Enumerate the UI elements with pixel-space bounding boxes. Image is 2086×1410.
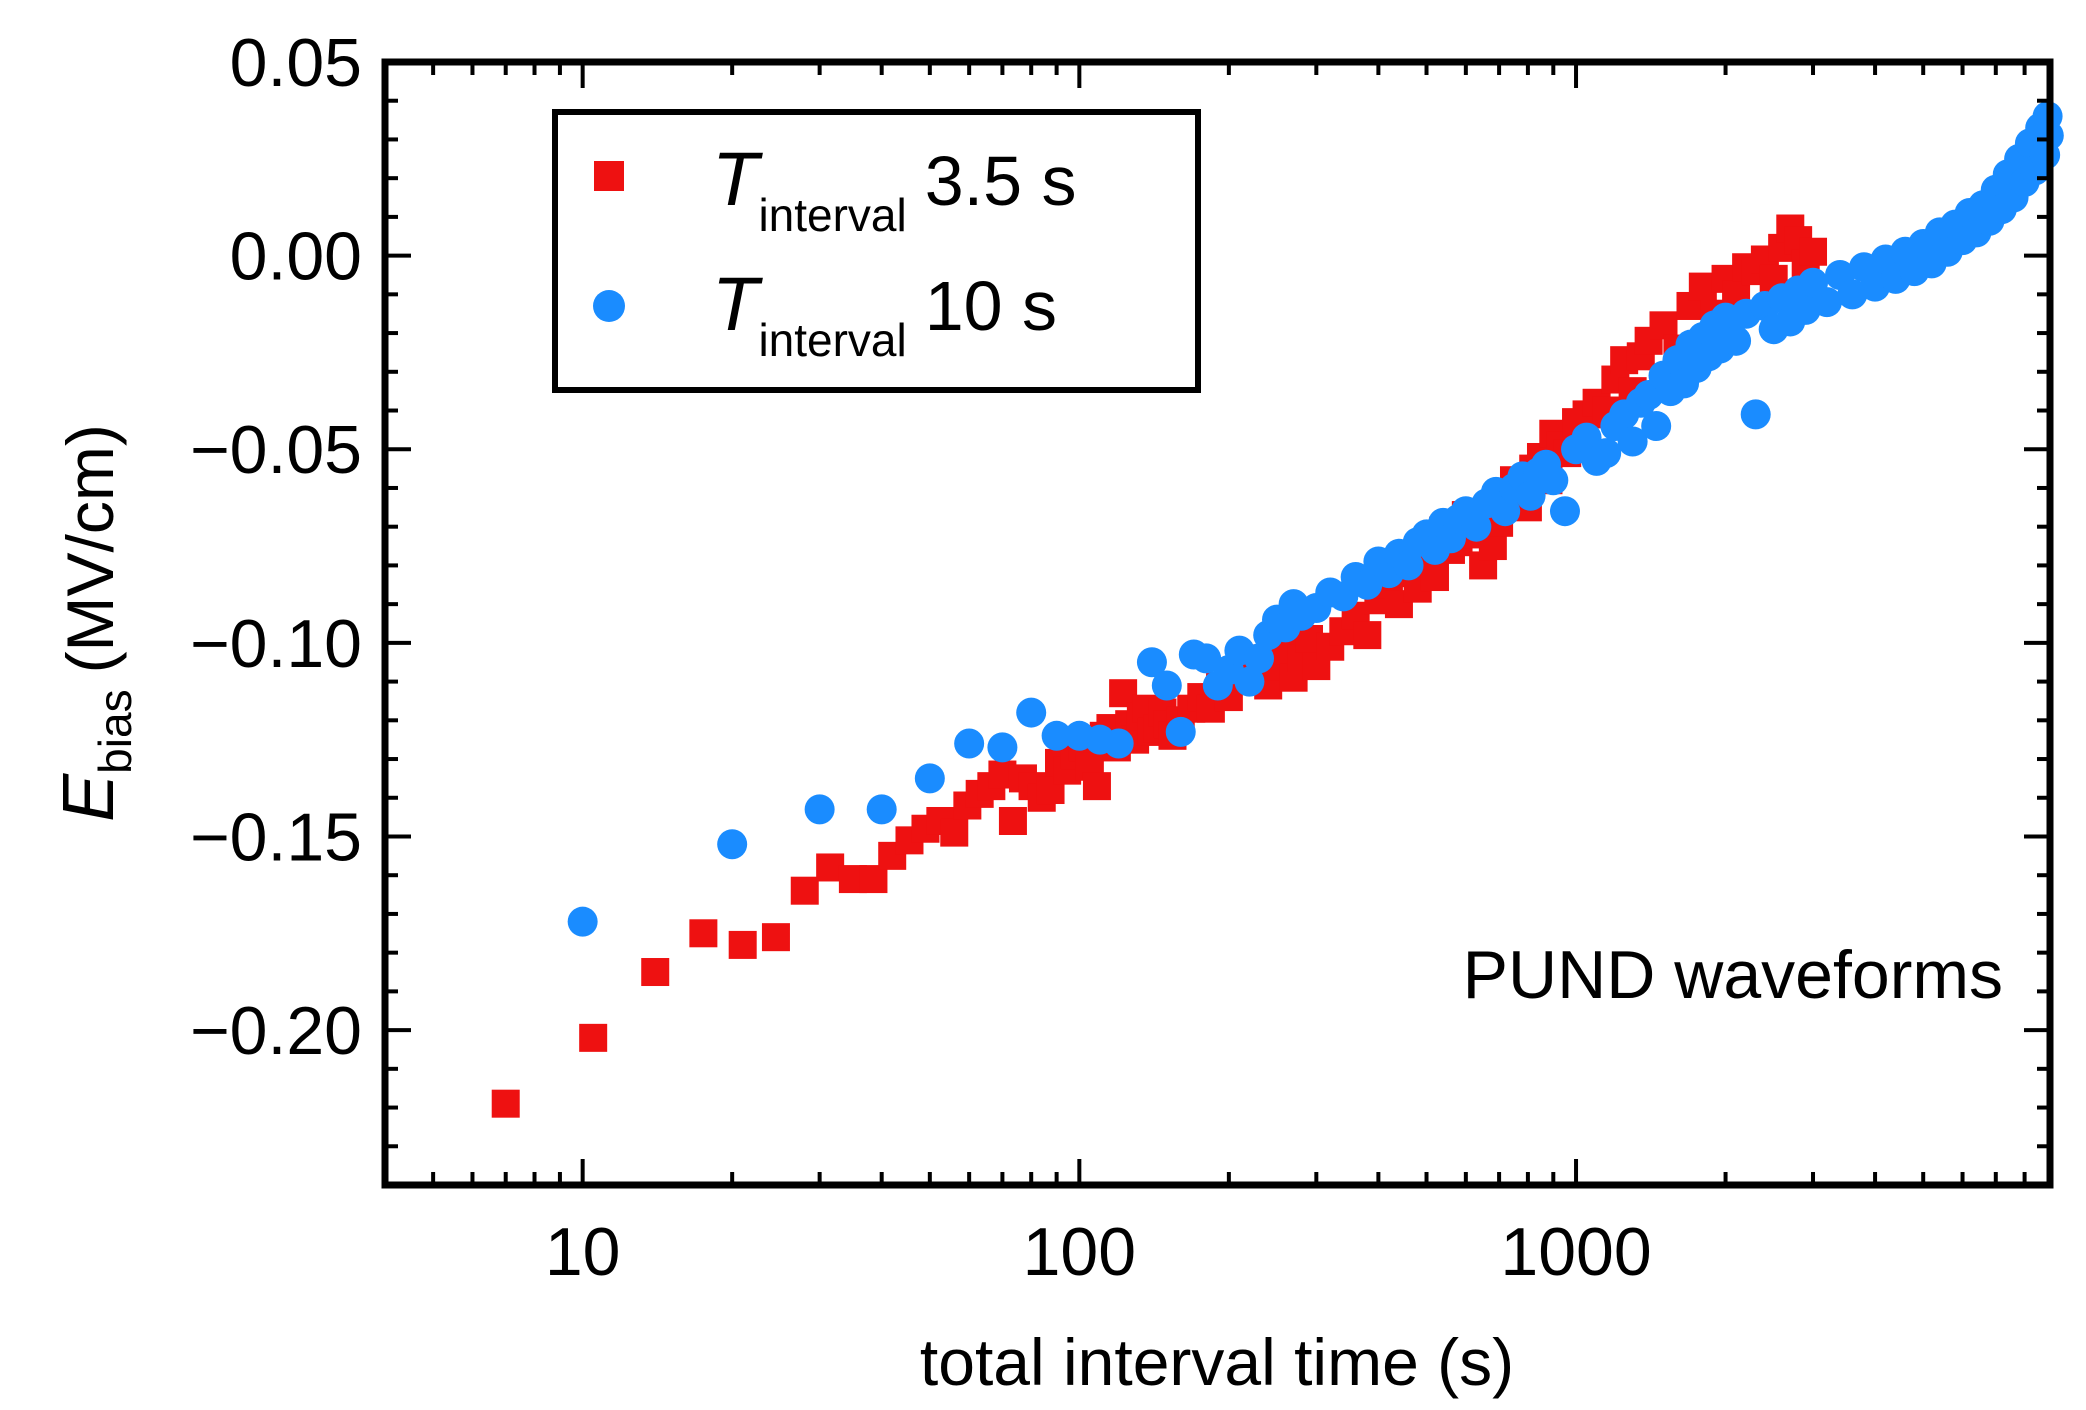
data-point-circle <box>1244 643 1275 674</box>
data-point-circle <box>1641 411 1672 442</box>
data-point-circle <box>567 906 598 937</box>
data-point-circle <box>1549 496 1580 527</box>
data-point-square <box>790 876 819 905</box>
data-point-circle <box>1490 496 1521 527</box>
data-point-circle <box>1515 480 1546 511</box>
data-point-circle <box>987 732 1018 763</box>
data-point-circle <box>1837 279 1868 310</box>
y-tick-label: −0.15 <box>190 799 362 875</box>
data-point-square <box>998 806 1027 835</box>
data-point-square <box>491 1089 520 1118</box>
data-point-circle <box>1591 438 1622 469</box>
data-point-circle <box>1740 399 1771 430</box>
x-tick-label: 100 <box>1023 1214 1136 1290</box>
legend-box <box>552 109 1201 393</box>
y-tick-label: −0.20 <box>190 993 362 1069</box>
x-axis-title: total interval time (s) <box>920 1325 1514 1399</box>
data-point-circle <box>1721 325 1752 356</box>
data-point-square <box>641 958 670 987</box>
y-axis-subscript: bias <box>89 689 141 773</box>
legend-symbol: T <box>712 262 763 347</box>
series-layer <box>491 101 2064 1118</box>
data-point-circle <box>1234 666 1265 697</box>
x-tick-label: 10 <box>545 1214 621 1290</box>
legend-label-series-2: Tinterval 10 s <box>712 262 1057 366</box>
y-axis-symbol: E <box>49 773 129 822</box>
data-point-square <box>728 930 757 959</box>
data-point-circle <box>914 763 945 794</box>
data-point-circle <box>1136 647 1167 678</box>
x-tick-label: 1000 <box>1500 1214 1651 1290</box>
data-point-square <box>1082 772 1111 801</box>
series-circle <box>567 101 2064 937</box>
data-point-circle <box>1191 643 1222 674</box>
data-point-square <box>1420 563 1449 592</box>
legend-value: 3.5 s <box>925 142 1077 220</box>
y-tick-label: 0.00 <box>230 219 362 295</box>
y-axis-unit: (MV/cm) <box>53 424 127 673</box>
data-point-circle <box>1811 287 1842 318</box>
data-point-circle <box>717 829 748 860</box>
legend-subscript: interval <box>758 314 906 366</box>
data-point-circle <box>1016 697 1047 728</box>
data-point-square <box>1353 621 1382 650</box>
data-point-square <box>579 1023 608 1052</box>
data-point-circle <box>866 794 897 825</box>
data-point-square <box>689 919 718 948</box>
ticks-layer: 10 100 1000 0.05 0.00 −0.05 −0.10 −0.15 −0.20 <box>190 25 2052 1290</box>
legend-marker-circle <box>593 290 625 322</box>
data-point-square <box>761 923 790 952</box>
data-point-circle <box>1461 511 1492 542</box>
data-point-square <box>1799 237 1828 266</box>
data-point-circle <box>1041 720 1072 751</box>
legend: Tinterval 3.5 s Tinterval 10 s <box>552 109 1201 393</box>
plot-frame <box>381 58 2054 1189</box>
y-tick-label: −0.10 <box>190 606 362 682</box>
legend-marker-square <box>594 161 624 191</box>
y-tick-label: −0.05 <box>190 412 362 488</box>
annotation: PUND waveforms <box>1463 937 2003 1013</box>
legend-symbol: T <box>712 137 763 222</box>
data-point-circle <box>1165 716 1196 747</box>
legend-value: 10 s <box>925 267 1057 345</box>
data-point-circle <box>954 728 985 759</box>
data-point-circle <box>1538 465 1569 496</box>
data-point-circle <box>1393 550 1424 581</box>
legend-label-series-1: Tinterval 3.5 s <box>712 137 1077 241</box>
data-point-circle <box>1151 670 1182 701</box>
y-axis-title: Ebias (MV/cm) <box>49 424 141 822</box>
data-point-circle <box>1617 426 1648 457</box>
data-point-circle <box>804 794 835 825</box>
y-tick-label: 0.05 <box>230 25 362 101</box>
data-point-circle <box>1103 728 1134 759</box>
data-point-square <box>940 818 969 847</box>
legend-subscript: interval <box>758 189 906 241</box>
